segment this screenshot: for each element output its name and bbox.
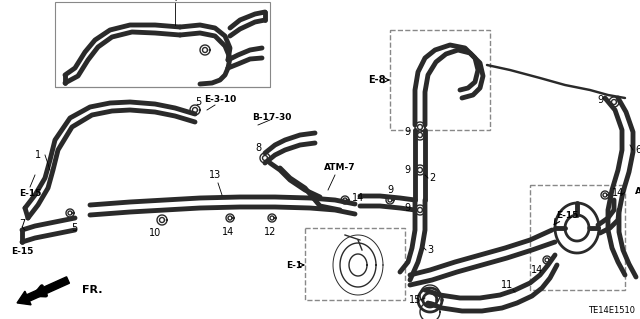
Text: 7: 7 bbox=[19, 219, 25, 229]
Text: 9: 9 bbox=[404, 127, 410, 137]
Text: 5: 5 bbox=[71, 223, 77, 233]
Text: 12: 12 bbox=[264, 227, 276, 237]
Text: B-17-30: B-17-30 bbox=[252, 114, 292, 122]
Bar bbox=[305, 228, 405, 300]
Text: 14: 14 bbox=[352, 193, 364, 203]
Text: E-15: E-15 bbox=[556, 211, 579, 219]
Text: FR.: FR. bbox=[82, 285, 102, 295]
Text: 10: 10 bbox=[149, 228, 161, 238]
Text: 14: 14 bbox=[612, 188, 624, 198]
Text: 4: 4 bbox=[172, 0, 178, 3]
Text: 14: 14 bbox=[531, 265, 543, 275]
Text: E-1: E-1 bbox=[286, 261, 302, 270]
Text: 8: 8 bbox=[255, 143, 261, 153]
Text: 11: 11 bbox=[501, 280, 513, 290]
Text: 9: 9 bbox=[387, 185, 393, 195]
Text: TE14E1510: TE14E1510 bbox=[588, 306, 635, 315]
Text: ATM-7: ATM-7 bbox=[635, 188, 640, 197]
Text: 13: 13 bbox=[209, 170, 221, 180]
Text: 15: 15 bbox=[409, 295, 421, 305]
Text: 9: 9 bbox=[404, 165, 410, 175]
Text: 5: 5 bbox=[195, 97, 201, 107]
Text: 9: 9 bbox=[597, 95, 603, 105]
Text: 1: 1 bbox=[35, 150, 41, 160]
FancyArrow shape bbox=[17, 277, 69, 305]
Text: E-15: E-15 bbox=[19, 189, 41, 198]
Text: E-15: E-15 bbox=[11, 248, 33, 256]
Text: 9: 9 bbox=[404, 203, 410, 213]
Text: ATM-7: ATM-7 bbox=[324, 164, 356, 173]
Text: E-8: E-8 bbox=[369, 75, 386, 85]
Text: 3: 3 bbox=[427, 245, 433, 255]
Text: 2: 2 bbox=[429, 173, 435, 183]
Bar bbox=[530, 185, 625, 290]
Text: 14: 14 bbox=[222, 227, 234, 237]
Text: 6: 6 bbox=[635, 145, 640, 155]
Bar bbox=[390, 30, 490, 130]
Text: E-3-10: E-3-10 bbox=[204, 95, 236, 105]
Bar bbox=[55, 2, 270, 87]
